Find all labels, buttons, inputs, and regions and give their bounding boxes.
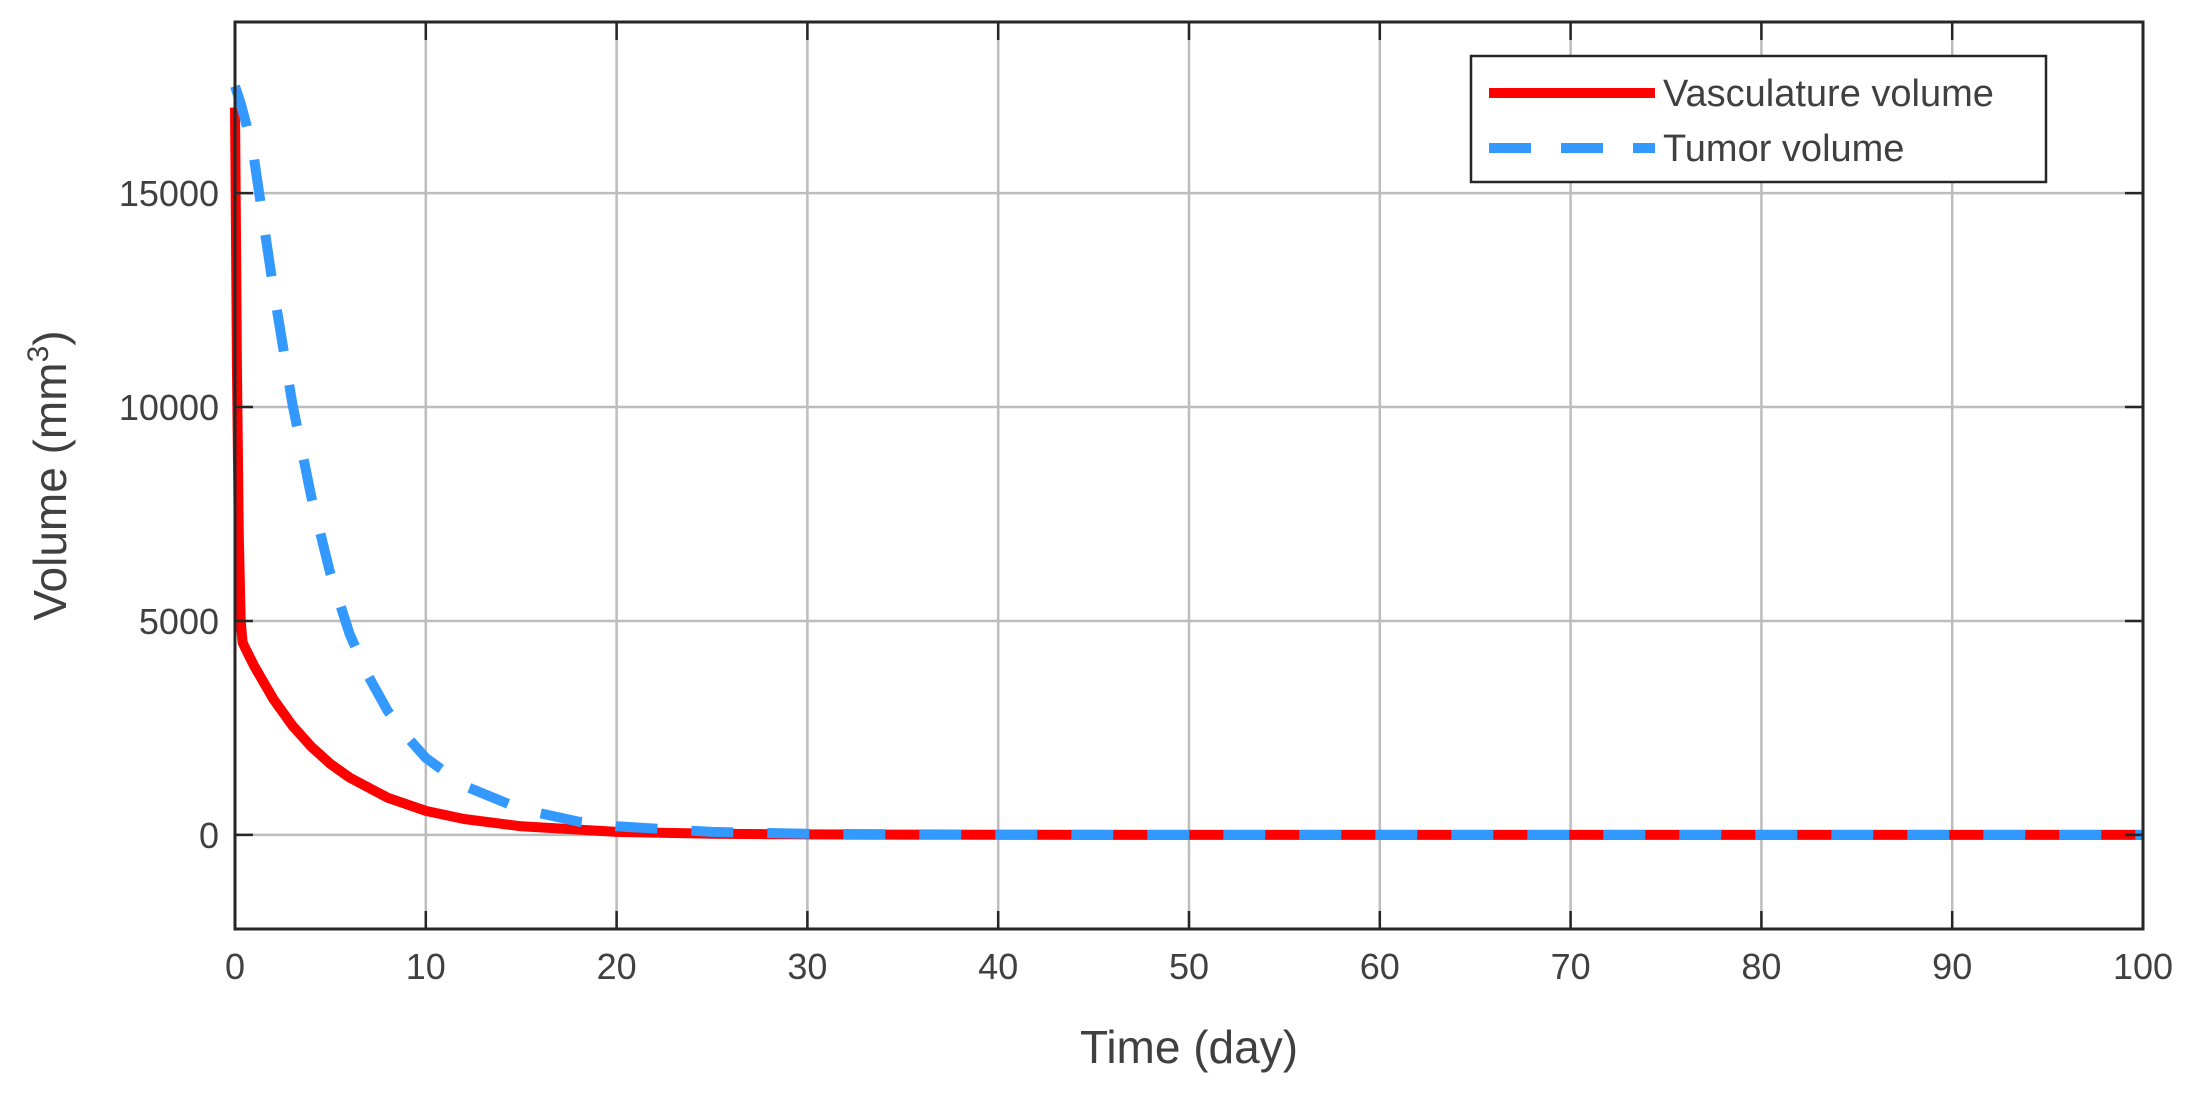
x-tick-label: 70 <box>1551 946 1591 987</box>
y-axis-label-sup: 3 <box>22 346 55 363</box>
y-tick-label: 10000 <box>119 387 219 428</box>
x-tick-label: 40 <box>978 946 1018 987</box>
x-tick-label: 20 <box>597 946 637 987</box>
series-line-tumor <box>230 84 2143 840</box>
y-tick-label: 5000 <box>139 601 219 642</box>
y-axis-label-close: ) <box>24 330 76 345</box>
x-tick-label: 80 <box>1741 946 1781 987</box>
x-tick-label: 10 <box>406 946 446 987</box>
legend: Vasculature volume Tumor volume <box>1469 54 2048 184</box>
tick-marks <box>233 22 2145 929</box>
x-tick-label: 100 <box>2113 946 2173 987</box>
y-axis-label-main: Volume (mm <box>24 362 76 620</box>
x-tick-label: 90 <box>1932 946 1972 987</box>
y-tick-label: 15000 <box>119 173 219 214</box>
series-layer <box>230 84 2143 840</box>
x-axis-label: Time (day) <box>1080 1021 1298 1073</box>
x-tick-label: 50 <box>1169 946 1209 987</box>
legend-label-vasculature: Vasculature volume <box>1663 73 1994 115</box>
y-tick-label: 0 <box>199 815 219 856</box>
x-tick-label: 60 <box>1360 946 1400 987</box>
tick-labels: 0 10 20 30 40 50 60 70 80 90 100 0 5000 10000 15000 <box>119 173 2173 987</box>
y-axis-label: Volume (mm3) <box>22 330 76 620</box>
x-tick-label: 0 <box>225 946 245 987</box>
legend-box <box>1469 54 2048 184</box>
legend-label-tumor: Tumor volume <box>1663 128 1904 170</box>
x-tick-label: 30 <box>787 946 827 987</box>
